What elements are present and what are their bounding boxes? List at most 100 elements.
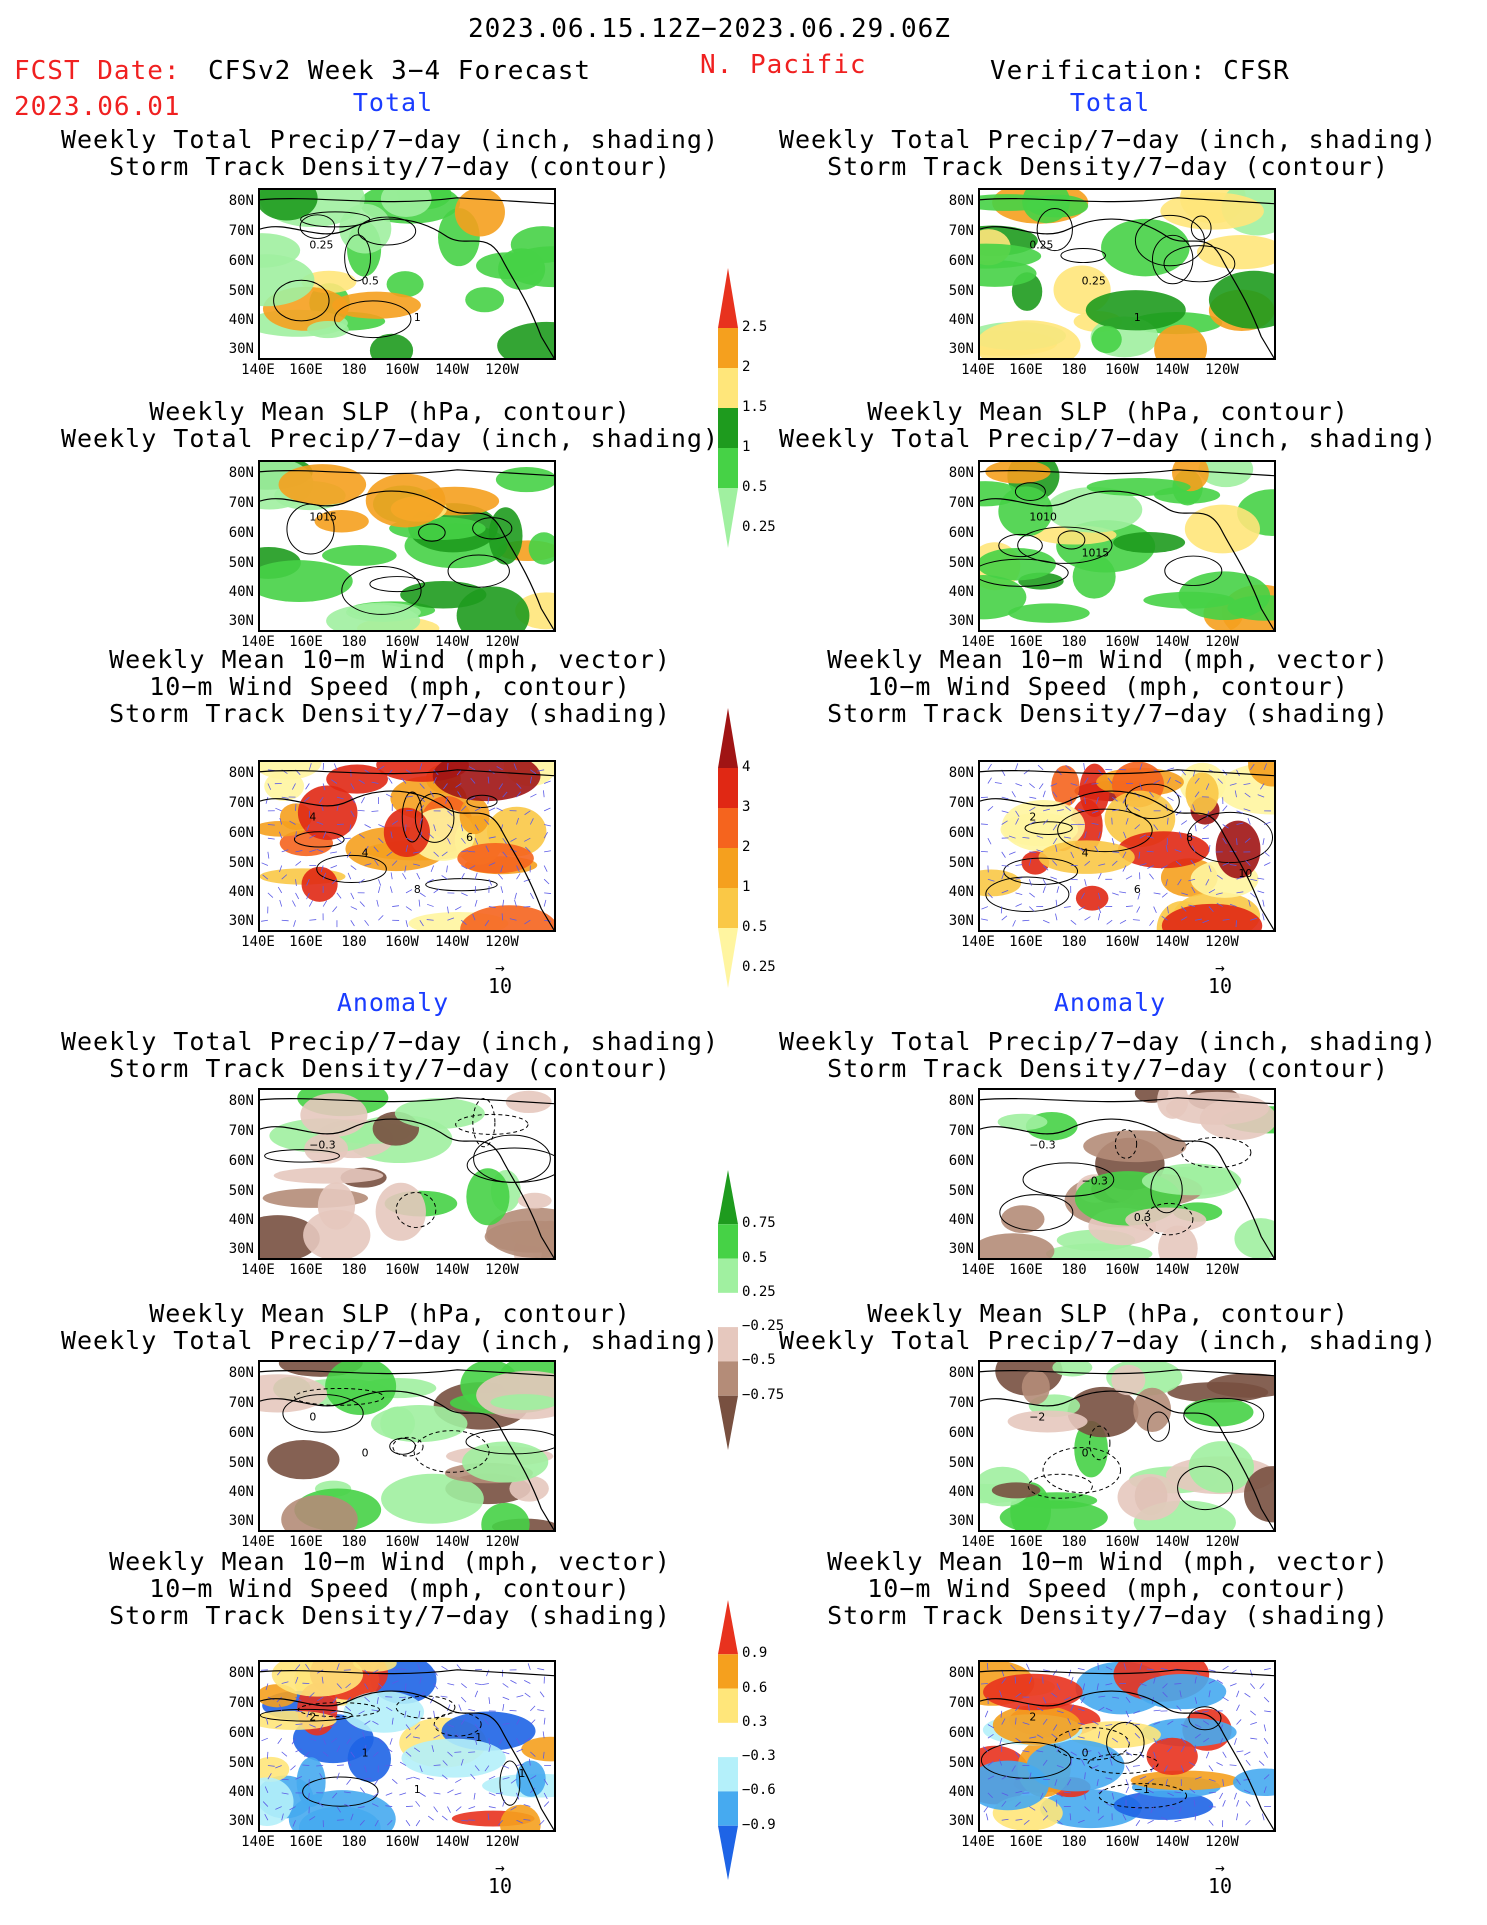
wind-vector: [1229, 1764, 1237, 1766]
wind-vector: [529, 776, 532, 784]
wind-vector: [319, 1724, 324, 1731]
wind-vector: [295, 831, 297, 839]
wind-vector: [1139, 1663, 1143, 1670]
wind-vector: [1216, 874, 1223, 880]
wind-vector: [1067, 1718, 1072, 1725]
wind-vector: [1205, 1751, 1210, 1759]
wind-vector: [1015, 1801, 1021, 1807]
wind-vector: [1258, 1760, 1265, 1766]
wind-vector: [514, 899, 517, 907]
wind-vector: [433, 777, 437, 784]
wind-vector: [1234, 790, 1237, 798]
lat-tick-label: 60N: [228, 1725, 254, 1741]
wind-vector: [1091, 810, 1099, 814]
wind-vector: [1263, 821, 1271, 825]
wind-vector: [303, 796, 310, 802]
contour-line: [980, 1741, 1072, 1779]
lat-tick-label: 80N: [228, 765, 254, 781]
wind-vector: [373, 846, 379, 853]
wind-vector: [472, 913, 476, 921]
lat-tick-label: 30N: [948, 913, 974, 929]
wind-vector: [1096, 1779, 1099, 1787]
wind-vector: [347, 872, 352, 880]
colorbar-swatch: [718, 1722, 738, 1758]
wind-vector: [1147, 1778, 1154, 1784]
wind-vector: [419, 1676, 422, 1684]
wind-vector: [1147, 1789, 1154, 1794]
wind-vector: [1250, 1721, 1257, 1725]
wind-vector: [405, 906, 412, 911]
wind-vector: [336, 1745, 341, 1753]
shade-region: [1046, 486, 1143, 533]
wind-vector: [1194, 1724, 1202, 1728]
wind-vector: [1091, 1765, 1099, 1769]
wind-vector: [474, 1765, 480, 1772]
colorbar-label: −0.25: [742, 1318, 785, 1334]
wind-vector: [461, 850, 469, 853]
wind-vector: [1078, 847, 1085, 853]
wind-vector: [1262, 838, 1265, 845]
wind-vector: [1180, 1745, 1185, 1753]
wind-vector: [427, 878, 434, 883]
panel-title: Weekly Mean 10−m Wind (mph, vector) 10−m …: [827, 645, 1389, 728]
wind-vector: [279, 817, 283, 825]
wind-vector: [343, 1791, 351, 1794]
contour-label: 0.25: [1029, 239, 1053, 252]
wind-vector: [1153, 1676, 1156, 1684]
wind-vector: [1001, 865, 1009, 867]
wind-vector: [1070, 1758, 1073, 1766]
wind-vector: [415, 1820, 421, 1827]
wind-vector: [309, 849, 317, 853]
wind-vector: [405, 1777, 413, 1780]
wind-vector: [1125, 905, 1133, 907]
shade-region: [1199, 1098, 1274, 1140]
wind-vector: [484, 920, 490, 927]
wind-vector: [1245, 860, 1251, 866]
shade-region: [486, 1207, 554, 1258]
lon-tick-label: 160E: [1009, 1834, 1043, 1850]
wind-vector: [1055, 899, 1058, 907]
wind-vector: [1012, 920, 1016, 927]
contour-label: 1015: [309, 511, 337, 524]
wind-vector: [372, 1669, 379, 1674]
fcst-anom-precip-map: −0.3: [258, 1088, 556, 1260]
wind-vector: [1153, 1737, 1158, 1745]
wind-vector: [276, 1696, 282, 1703]
wind-vector: [418, 899, 421, 907]
wind-vector: [278, 831, 283, 839]
wind-vector: [429, 791, 434, 798]
fcst-date: 2023.06.01: [14, 92, 181, 122]
wind-vector: [1229, 783, 1237, 786]
wind-vector: [513, 763, 517, 770]
lon-tick-label: 120W: [485, 1834, 519, 1850]
wind-vector: [295, 1676, 299, 1684]
wind-vector: [1176, 1705, 1182, 1712]
wind-vector: [516, 1695, 524, 1698]
wind-vector: [1022, 1750, 1030, 1753]
lon-tick-label: 160E: [1009, 634, 1043, 650]
wind-vector: [371, 810, 379, 812]
lon-tick-label: 140W: [1155, 1262, 1189, 1278]
wind-vector: [1222, 837, 1227, 845]
wind-vector: [306, 892, 310, 900]
lat-tick-label: 70N: [228, 795, 254, 811]
wind-vector: [1167, 767, 1175, 771]
wind-vector: [1111, 838, 1115, 845]
shade-region: [980, 320, 1081, 358]
colorbar-swatch: [718, 328, 738, 368]
wind-vector: [455, 1778, 462, 1783]
contour-line: [302, 1776, 379, 1807]
wind-vector: [1084, 916, 1091, 921]
lon-tick-label: 140W: [1155, 1834, 1189, 1850]
contour-line: [1124, 783, 1180, 820]
lon-tick-label: 140E: [961, 934, 995, 950]
lon-tick-label: 140E: [961, 1262, 995, 1278]
wind-vector: [374, 859, 379, 866]
wind-vector: [1122, 865, 1127, 872]
wind-vector: [1206, 810, 1210, 818]
wind-vector: [1175, 779, 1182, 784]
lon-tick-label: 160W: [385, 1834, 419, 1850]
wind-vector: [405, 920, 408, 927]
wind-vector: [1160, 1667, 1168, 1671]
wind-vector: [1263, 1774, 1270, 1780]
